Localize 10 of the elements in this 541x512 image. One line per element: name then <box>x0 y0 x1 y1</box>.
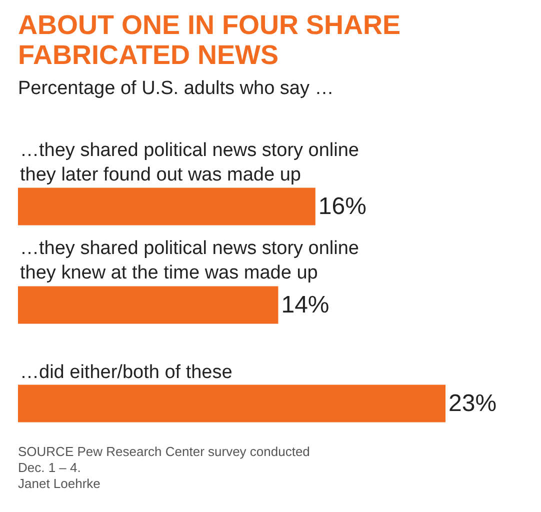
data-label: 23% <box>448 390 497 418</box>
y-tick-label: …did either/both of these <box>20 362 232 383</box>
chart-subtitle: Percentage of U.S. adults who say … <box>18 78 334 100</box>
source-note: SOURCE Pew Research Center survey conducted Dec. 1 – 4. <box>18 444 310 475</box>
chart-title: ABOUT ONE IN FOUR SHARE FABRICATED NEWS <box>18 10 402 70</box>
data-label: 16% <box>318 193 366 220</box>
y-tick-label: …they shared political news story online they knew at the time was made up <box>20 238 360 284</box>
data-label: 14% <box>281 292 330 319</box>
text: Janet Loehrke <box>18 476 100 491</box>
y-tick-label: …they shared political news story online they later found out was made up <box>20 140 360 186</box>
